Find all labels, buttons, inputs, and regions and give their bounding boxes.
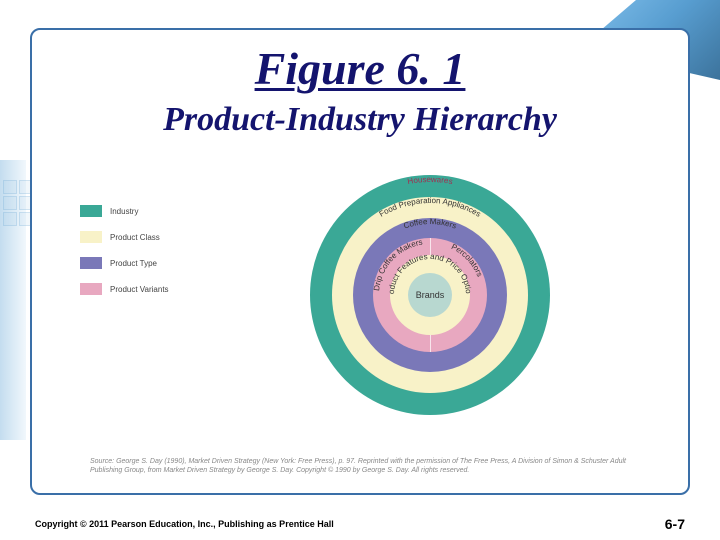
legend-label: Industry — [110, 207, 138, 216]
legend-item: Industry — [80, 205, 169, 217]
legend: Industry Product Class Product Type Product… — [80, 205, 169, 309]
legend-label: Product Type — [110, 259, 157, 268]
center-label: Brands — [416, 290, 445, 300]
svg-text:Product Features and Price Opt: Product Features and Price Options — [307, 168, 473, 295]
legend-swatch — [80, 205, 102, 217]
concentric-diagram: HousewaresFood Preparation AppliancesCof… — [310, 175, 550, 415]
figure-number: Figure 6. 1 — [0, 42, 720, 95]
title-block: Figure 6. 1 Product-Industry Hierarchy — [0, 42, 720, 139]
legend-swatch — [80, 257, 102, 269]
legend-swatch — [80, 283, 102, 295]
legend-label: Product Variants — [110, 285, 169, 294]
footer: Copyright © 2011 Pearson Education, Inc.… — [35, 516, 685, 532]
legend-swatch — [80, 231, 102, 243]
page-number: 6-7 — [665, 516, 685, 532]
copyright-text: Copyright © 2011 Pearson Education, Inc.… — [35, 519, 334, 529]
legend-item: Product Type — [80, 257, 169, 269]
source-citation: Source: George S. Day (1990), Market Dri… — [90, 457, 630, 475]
legend-item: Product Variants — [80, 283, 169, 295]
legend-item: Product Class — [80, 231, 169, 243]
figure-title: Product-Industry Hierarchy — [0, 101, 720, 139]
diagram-area: Industry Product Class Product Type Product… — [80, 175, 640, 445]
legend-label: Product Class — [110, 233, 160, 242]
